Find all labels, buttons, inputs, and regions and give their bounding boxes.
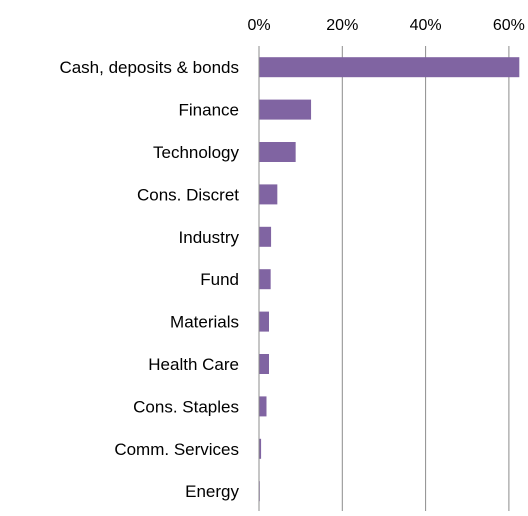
bar bbox=[259, 269, 271, 290]
category-label: Technology bbox=[153, 143, 240, 162]
x-tick-label: 60% bbox=[493, 17, 525, 34]
category-label: Energy bbox=[185, 482, 239, 501]
category-label: Finance bbox=[179, 101, 239, 120]
gridlines bbox=[341, 46, 510, 511]
x-axis-tick-labels: 0% 20% 40% 60% bbox=[247, 17, 524, 34]
bar bbox=[259, 396, 267, 417]
category-label: Comm. Services bbox=[114, 440, 239, 459]
category-label: Cons. Discret bbox=[137, 185, 239, 204]
x-tick-label: 20% bbox=[326, 17, 358, 34]
category-label: Cons. Staples bbox=[133, 397, 239, 416]
bar bbox=[259, 142, 296, 162]
bar bbox=[259, 226, 272, 247]
bar bbox=[259, 311, 269, 332]
bar bbox=[259, 99, 312, 120]
category-labels: Cash, deposits & bonds Finance Technology C… bbox=[59, 58, 239, 501]
x-tick-label: 0% bbox=[247, 17, 270, 34]
x-tick-label: 40% bbox=[410, 17, 442, 34]
bar bbox=[259, 184, 278, 205]
bar bbox=[259, 354, 269, 374]
category-label: Materials bbox=[170, 313, 239, 332]
category-label: Fund bbox=[200, 270, 239, 289]
category-label: Industry bbox=[179, 228, 240, 247]
bar bbox=[259, 438, 262, 459]
bar bbox=[259, 57, 520, 78]
bars bbox=[259, 57, 520, 502]
category-label: Cash, deposits & bonds bbox=[59, 58, 239, 77]
category-label: Health Care bbox=[148, 355, 239, 374]
